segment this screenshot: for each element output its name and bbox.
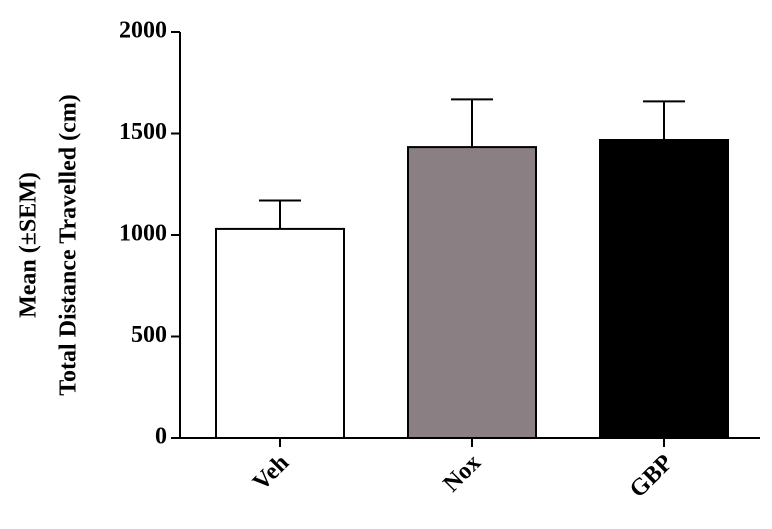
y-axis-title: Mean (±SEM) Total Distance Travelled (cm… [16,94,82,396]
y-tick-label: 500 [131,322,167,348]
y-tick-label: 1000 [119,221,167,247]
y-tick-label: 1500 [119,119,167,145]
y-tick-label: 0 [155,424,167,450]
y-label-line: Total Distance Travelled (cm) [56,94,82,396]
bar [599,138,729,439]
bar [407,146,537,439]
x-tick-label: Nox [439,450,487,498]
x-tick-label: Veh [248,450,294,496]
bar [215,227,345,439]
y-tick-label: 2000 [119,18,167,44]
y-label-line: Mean (±SEM) [16,172,42,318]
x-tick-label: GBP [625,450,678,503]
